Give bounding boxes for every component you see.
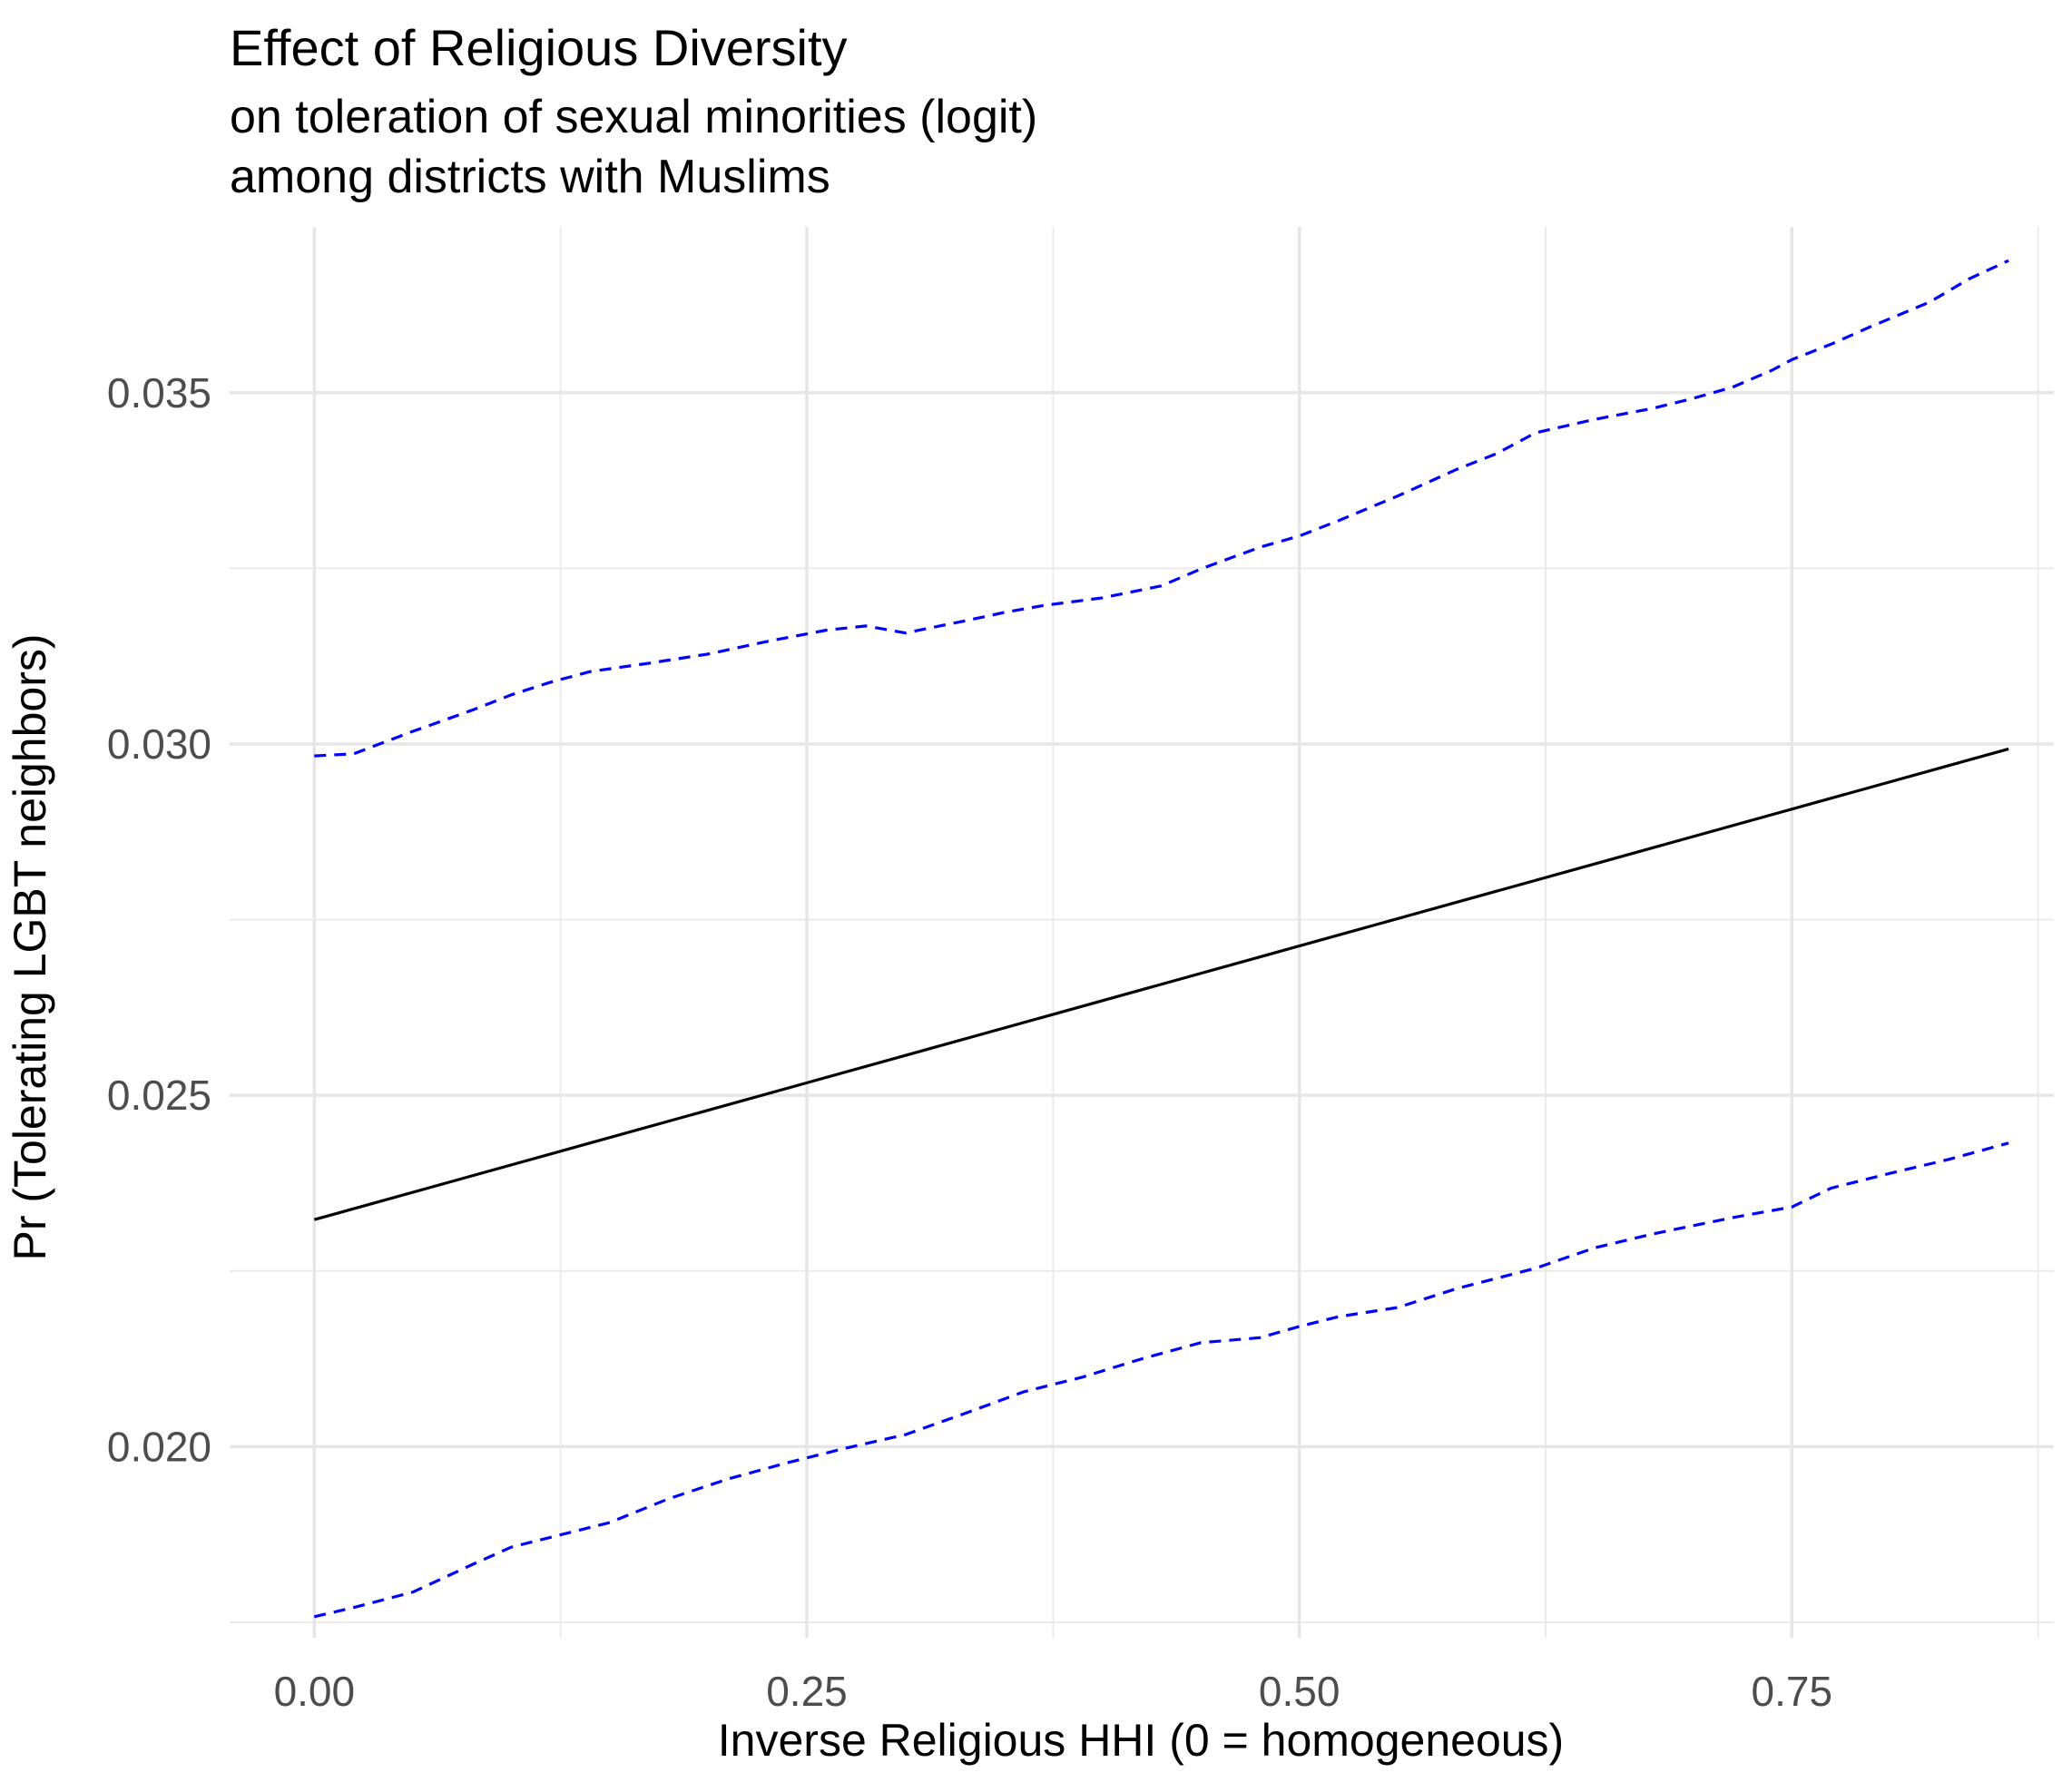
x-tick-label-0: 0.00: [274, 1668, 356, 1715]
x-tick-label-3: 0.75: [1752, 1668, 1833, 1715]
y-axis-ticks: 0.020 0.025 0.030 0.035: [107, 369, 211, 1471]
chart-subtitle-line-1: on toleration of sexual minorities (logi…: [230, 91, 1037, 143]
y-tick-label-1: 0.025: [107, 1072, 211, 1119]
grid-lines: [230, 227, 2054, 1638]
estimate-line: [313, 747, 2009, 1221]
y-axis-title: Pr (Tolerating LGBT neighbors): [5, 633, 55, 1260]
x-tick-label-2: 0.50: [1259, 1668, 1340, 1715]
y-tick-label-3: 0.035: [107, 369, 211, 416]
lower-bound-line: [313, 1141, 2009, 1619]
x-axis-ticks: 0.00 0.25 0.50 0.75: [274, 1668, 1833, 1715]
series-lines: [313, 259, 2009, 1619]
chart-title: Effect of Religious Diversity: [230, 19, 848, 76]
y-tick-label-0: 0.020: [107, 1423, 211, 1470]
y-tick-label-2: 0.030: [107, 720, 211, 768]
chart-subtitle-line-2: among districts with Muslims: [230, 151, 830, 203]
upper-bound-line: [314, 259, 2009, 758]
x-tick-label-1: 0.25: [766, 1668, 848, 1715]
x-axis-title: Inverse Religious HHI (0 = homogeneous): [718, 1715, 1564, 1766]
